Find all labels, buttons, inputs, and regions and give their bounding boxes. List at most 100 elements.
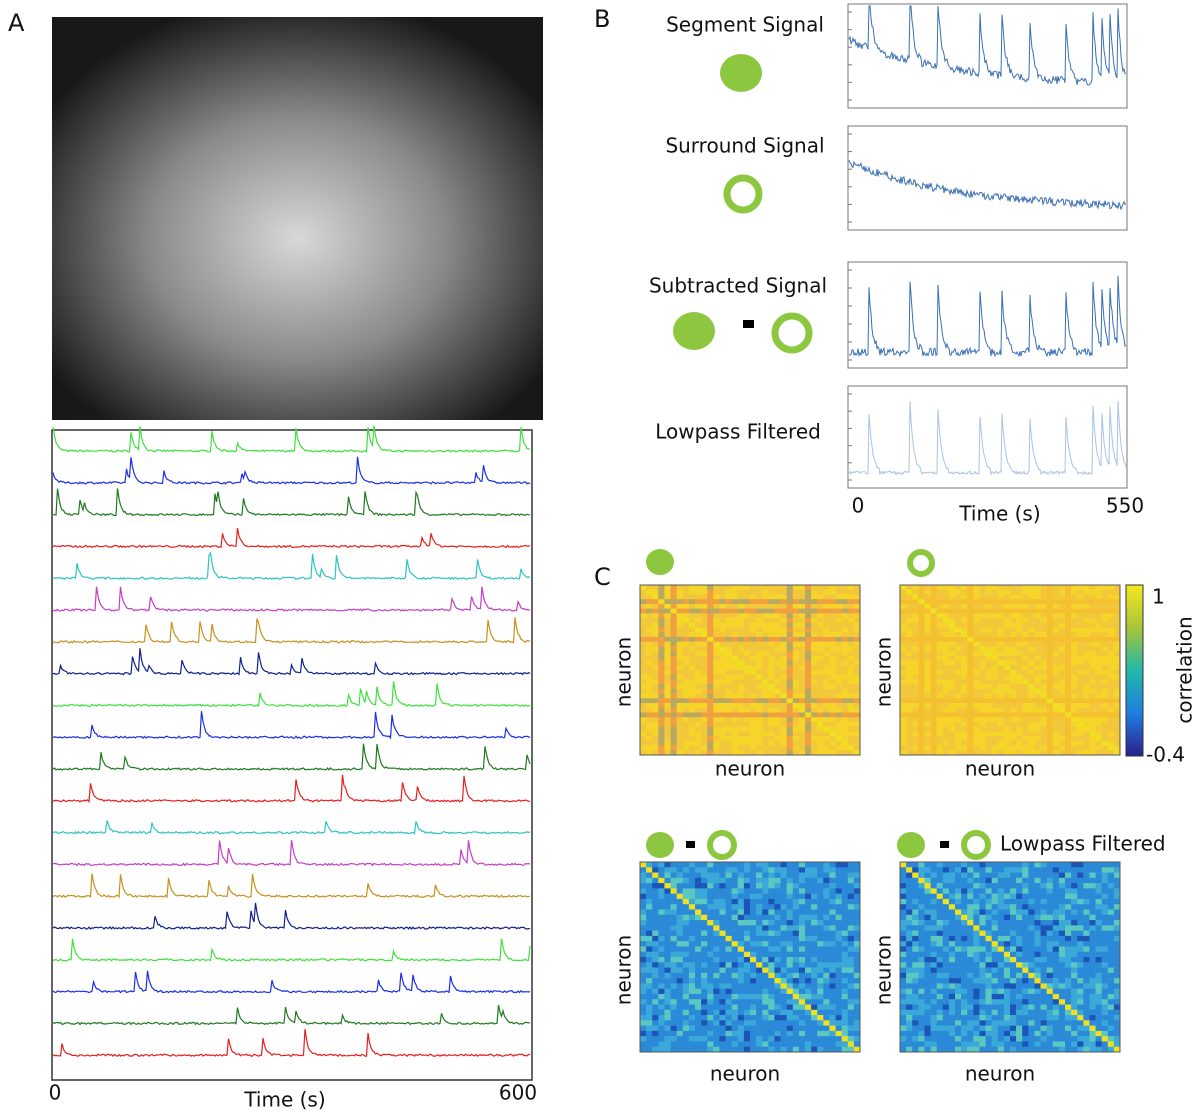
matrix-cell [750, 670, 756, 675]
matrix-cell [1077, 599, 1083, 604]
matrix-cell [1059, 684, 1065, 689]
matrix-cell [854, 946, 860, 952]
matrix-cell [842, 978, 848, 984]
matrix-cell [689, 925, 695, 931]
matrix-cell [756, 957, 762, 963]
matrix-cell [955, 899, 961, 905]
matrix-cell [671, 994, 677, 1000]
matrix-cell [652, 968, 658, 974]
matrix-cell [774, 613, 780, 618]
matrix-cell [671, 675, 677, 680]
matrix-cell [713, 708, 719, 713]
matrix-cell [823, 941, 829, 947]
matrix-cell [811, 920, 817, 926]
matrix-cell [973, 936, 979, 942]
matrix-cell [848, 665, 854, 670]
matrix-cell [652, 609, 658, 614]
matrix-cell [943, 973, 949, 979]
matrix-cell [664, 904, 670, 910]
matrix-cell [1047, 670, 1053, 675]
matrix-cell [750, 698, 756, 703]
matrix-cell [793, 1020, 799, 1026]
matrix-cell [823, 689, 829, 694]
matrix-cell [774, 989, 780, 995]
matrix-cell [719, 684, 725, 689]
matrix-cell [640, 689, 646, 694]
matrix-cell [707, 1010, 713, 1016]
matrix-cell [918, 703, 924, 708]
matrix-cell [848, 973, 854, 979]
matrix-cell [900, 628, 906, 633]
matrix-cell [683, 628, 689, 633]
matrix-cell [756, 915, 762, 921]
matrix-cell [1004, 727, 1010, 732]
matrix-cell [707, 661, 713, 666]
matrix-cell [1077, 679, 1083, 684]
matrix-cell [854, 983, 860, 989]
matrix-cell [1089, 708, 1095, 713]
matrix-cell [1089, 585, 1095, 590]
matrix-cell [1108, 679, 1114, 684]
matrix-cell [1096, 968, 1102, 974]
matrix-cell [992, 604, 998, 609]
matrix-cell [1022, 642, 1028, 647]
matrix-cell [738, 646, 744, 651]
matrix-cell [799, 670, 805, 675]
matrix-cell [1108, 665, 1114, 670]
matrix-cell [1004, 679, 1010, 684]
matrix-cell [973, 904, 979, 910]
matrix-cell [713, 675, 719, 680]
matrix-cell [817, 746, 823, 751]
matrix-cell [1047, 722, 1053, 727]
matrix-cell [750, 894, 756, 900]
matrix-cell [1083, 1005, 1089, 1011]
matrix-cell [854, 599, 860, 604]
matrix-cell [1108, 618, 1114, 623]
matrix-cell [924, 888, 930, 894]
matrix-cell [924, 904, 930, 910]
matrix-cell [768, 957, 774, 963]
matrix-cell [924, 618, 930, 623]
matrix-cell [805, 613, 811, 618]
matrix-cell [842, 741, 848, 746]
matrix-cell [664, 1026, 670, 1032]
matrix-cell [1077, 968, 1083, 974]
matrix-cell [1108, 736, 1114, 741]
matrix-cell [811, 915, 817, 921]
matrix-cell [955, 665, 961, 670]
matrix-cell [1114, 999, 1120, 1005]
matrix-cell [732, 646, 738, 651]
matrix-cell [918, 618, 924, 623]
matrix-cell [738, 727, 744, 732]
matrix-cell [726, 675, 732, 680]
matrix-cell [955, 894, 961, 900]
matrix-cell [1028, 594, 1034, 599]
matrix-cell [848, 713, 854, 718]
matrix-cell [707, 594, 713, 599]
matrix-cell [713, 1036, 719, 1042]
matrix-cell [658, 609, 664, 614]
matrix-cell [799, 983, 805, 989]
matrix-cell [695, 999, 701, 1005]
matrix-cell [829, 1015, 835, 1021]
matrix-cell [732, 873, 738, 879]
matrix-cell [707, 708, 713, 713]
matrix-cell [854, 646, 860, 651]
matrix-cell [799, 957, 805, 963]
minus-icon [940, 841, 949, 848]
matrix-cell [924, 642, 930, 647]
matrix-cell [1077, 694, 1083, 699]
matrix-cell [1041, 599, 1047, 604]
matrix-cell [949, 679, 955, 684]
matrix-cell [671, 628, 677, 633]
matrix-cell [979, 936, 985, 942]
matrix-cell [744, 694, 750, 699]
matrix-cell [1108, 599, 1114, 604]
matrix-cell [1034, 642, 1040, 647]
matrix-cell [998, 609, 1004, 614]
matrix-cell [652, 957, 658, 963]
matrix-cell [683, 585, 689, 590]
matrix-cell [701, 585, 707, 590]
matrix-cell [719, 599, 725, 604]
matrix-cell [683, 1010, 689, 1016]
